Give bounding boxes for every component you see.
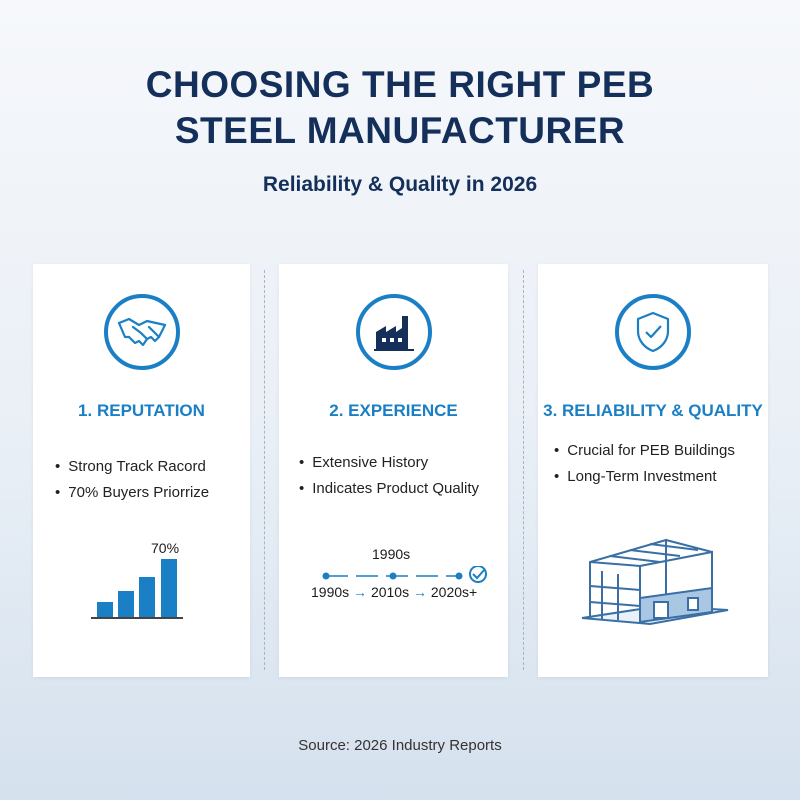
bullet-list: Extensive History Indicates Product Qual…: [299, 450, 479, 502]
shield-check-icon: [615, 294, 691, 370]
bar: [97, 602, 113, 617]
source-note: Source: 2026 Industry Reports: [298, 737, 502, 754]
card-title: 1. REPUTATION: [78, 401, 205, 420]
timeline: 1990s 1990s → 2010s → 2020s+: [279, 546, 508, 606]
card-title: 3. RELIABILITY & QUALITY: [543, 401, 763, 420]
card-reputation: 1. REPUTATION Strong Track Racord 70% Bu…: [33, 264, 250, 677]
card-reliability: 3. RELIABILITY & QUALITY Crucial for PEB…: [538, 264, 768, 677]
bullet-item: Extensive History: [299, 450, 479, 476]
timeline-line: [322, 566, 487, 583]
arrow-icon: →: [412, 584, 427, 600]
divider: [523, 270, 524, 670]
card-title: 2. EXPERIENCE: [329, 401, 458, 420]
card-experience: 2. EXPERIENCE Extensive History Indicate…: [279, 264, 508, 677]
title-line-2: STEEL MANUFACTURER: [174, 110, 626, 151]
bullet-list: Crucial for PEB Buildings Long-Term Inve…: [554, 438, 735, 490]
bullet-list: Strong Track Racord 70% Buyers Priorrize: [55, 454, 209, 506]
arrow-icon: →: [353, 584, 368, 600]
handshake-icon: [103, 294, 180, 370]
bar-label: 70%: [151, 540, 180, 556]
steel-building-icon: [581, 538, 729, 626]
timeline-label: 1990s: [311, 584, 350, 600]
bullet-item: Indicates Product Quality: [299, 476, 479, 502]
bullet-item: 70% Buyers Priorrize: [55, 480, 209, 506]
bar: [118, 591, 134, 617]
baseline: [91, 617, 183, 619]
bullet-item: Long-Term Investment: [554, 464, 735, 490]
bullet-item: Crucial for PEB Buildings: [554, 438, 735, 464]
timeline-label: 2020s+: [430, 584, 478, 600]
bar: [139, 577, 155, 617]
timeline-top-label: 1990s: [372, 546, 411, 562]
timeline-label: 2010s: [370, 584, 410, 600]
divider: [264, 270, 265, 670]
check-icon: [469, 566, 487, 583]
factory-icon: [355, 294, 432, 370]
bullet-item: Strong Track Racord: [55, 454, 209, 480]
bar-chart: 70%: [91, 540, 183, 620]
title-line-1: CHOOSING THE RIGHT PEB: [145, 64, 655, 105]
page-subtitle: Reliability & Quality in 2026: [262, 173, 538, 196]
page-title: CHOOSING THE RIGHT PEB STEEL MANUFACTURER: [0, 62, 800, 154]
bar: [161, 559, 177, 617]
timeline-labels: 1990s → 2010s → 2020s+: [311, 584, 477, 600]
